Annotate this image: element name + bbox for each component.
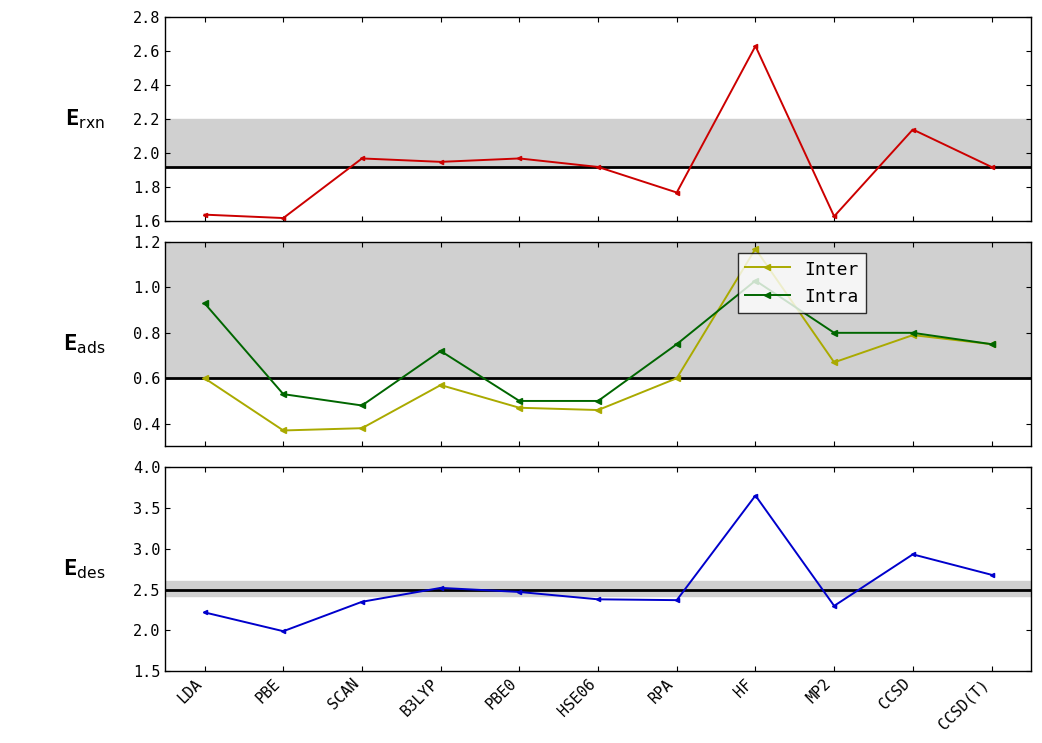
Legend: Inter, Intra: Inter, Intra [738, 253, 866, 313]
Bar [166, 120, 1031, 167]
Inter [828, 358, 841, 367]
Y-axis label: E$_{\mathrm{rxn}}$: E$_{\mathrm{rxn}}$ [65, 108, 104, 131]
Intra [828, 328, 841, 337]
Intra [749, 276, 762, 285]
Inter [907, 331, 919, 340]
Y-axis label: E$_{\mathrm{des}}$: E$_{\mathrm{des}}$ [64, 557, 105, 581]
Bar [166, 242, 1031, 378]
Inter [513, 403, 525, 412]
Inter [355, 424, 368, 432]
Intra [907, 328, 919, 337]
Inter [435, 380, 447, 389]
Intra [277, 389, 290, 398]
Intra [513, 397, 525, 406]
Intra [198, 299, 210, 308]
Inter [986, 340, 998, 348]
Inter [592, 406, 604, 415]
Y-axis label: E$_{\mathrm{ads}}$: E$_{\mathrm{ads}}$ [64, 332, 105, 356]
Inter [749, 244, 762, 253]
Inter [198, 374, 210, 383]
Intra [670, 340, 683, 348]
Bar [166, 581, 1031, 596]
Line: Inter: Inter [202, 246, 994, 433]
Intra [986, 340, 998, 348]
Line: Intra: Intra [202, 278, 994, 408]
Inter [670, 374, 683, 383]
Inter [277, 426, 290, 435]
Intra [435, 346, 447, 355]
Intra [355, 401, 368, 410]
Intra [592, 397, 604, 406]
